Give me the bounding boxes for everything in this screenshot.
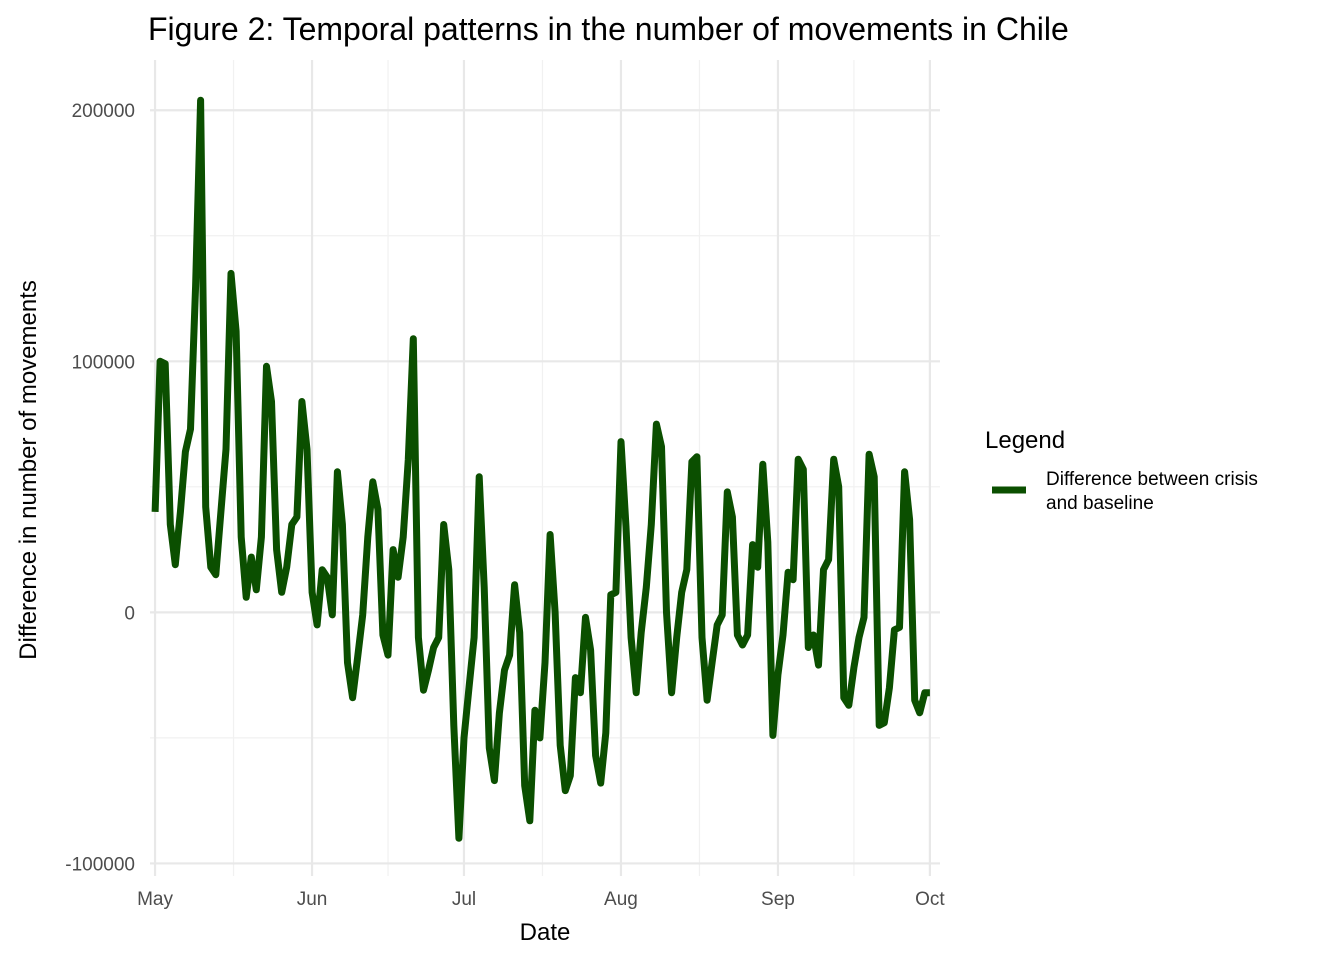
legend-series-label: Difference between crisis and baseline [1046, 469, 1258, 514]
series-layer [151, 96, 930, 842]
x-tick-label: Oct [915, 889, 945, 910]
y-tick-label: -100000 [65, 854, 135, 875]
legend: Legend Difference between crisis and base… [985, 427, 1258, 514]
x-tick-label: Sep [761, 889, 795, 910]
x-axis-tick-labels: May Jun Jul Aug Sep Oct [137, 889, 945, 910]
series-line [151, 96, 930, 842]
chart-title: Figure 2: Temporal patterns in the numbe… [148, 11, 1069, 47]
x-tick-label: May [137, 889, 173, 910]
y-axis-tick-labels: -100000 0 100000 200000 [65, 101, 135, 875]
x-tick-label: Aug [604, 889, 638, 910]
x-tick-label: Jun [297, 889, 328, 910]
x-tick-label: Jul [452, 889, 476, 910]
grid-lines [150, 60, 940, 876]
y-tick-label: 0 [124, 603, 135, 624]
x-axis-title: Date [520, 919, 571, 946]
legend-title: Legend [985, 427, 1065, 454]
y-axis-title: Difference in number of movements [15, 280, 42, 660]
y-tick-label: 100000 [72, 352, 135, 373]
y-tick-label: 200000 [72, 101, 135, 122]
